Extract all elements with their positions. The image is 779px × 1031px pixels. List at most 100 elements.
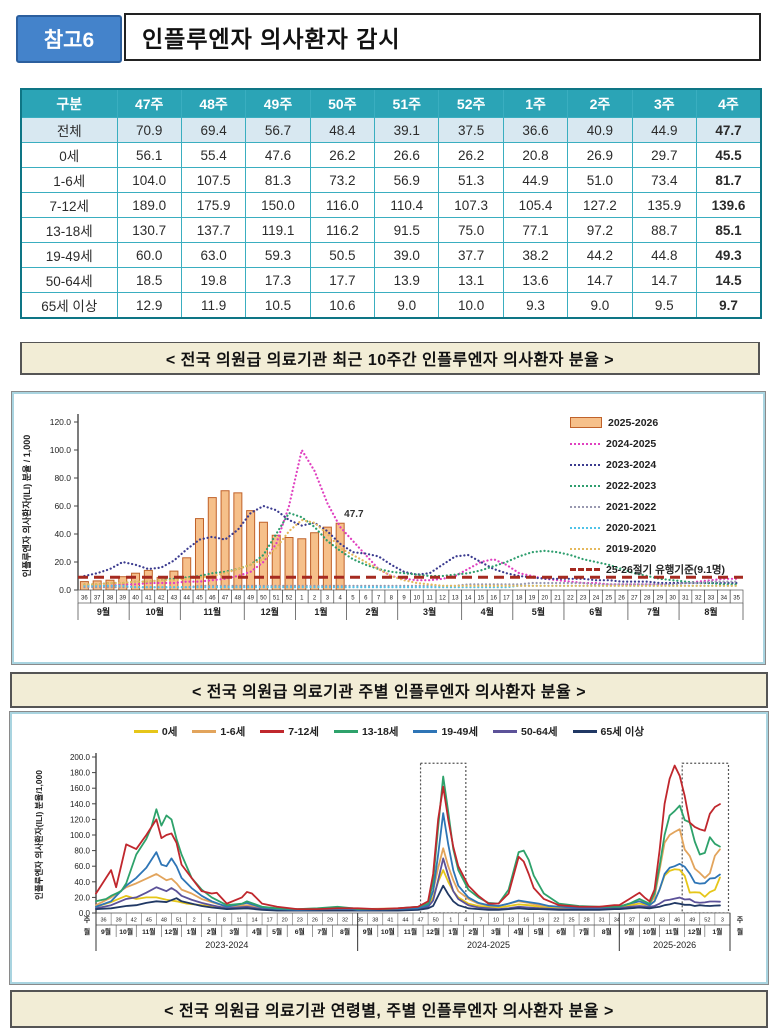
- month-label: 8월: [340, 927, 350, 936]
- month-label: 2월: [207, 927, 217, 936]
- week-label: 8: [223, 918, 226, 924]
- week-label: 48: [161, 918, 167, 924]
- table-cell: 45.5: [696, 142, 762, 168]
- table-cell: 40.9: [567, 117, 633, 143]
- week-label: 39: [119, 596, 126, 602]
- week-label: 43: [659, 918, 665, 924]
- week-label: 26: [312, 918, 318, 924]
- table-cell: 17.7: [309, 267, 376, 293]
- table-cell: 17.3: [245, 267, 311, 293]
- month-label: 11월: [142, 927, 155, 936]
- month-label: 4월: [481, 606, 494, 617]
- week-label: 17: [267, 918, 273, 924]
- week-label: 16: [490, 596, 497, 602]
- y-axis-label: 인플루엔자 의사환자(ILI) 분율/1,000: [34, 770, 44, 900]
- row-label: 전체: [20, 117, 118, 143]
- week-label: 25: [605, 596, 612, 602]
- table-cell: 49.3: [696, 242, 762, 268]
- line-50-64세: [95, 857, 721, 912]
- legend-label: 2019-2020: [606, 542, 657, 555]
- y-tick-label: 200.0: [70, 753, 91, 762]
- week-label: 4: [464, 918, 467, 924]
- table-cell: 91.5: [374, 217, 440, 243]
- week-label: 40: [644, 918, 650, 924]
- table-cell: 51.0: [567, 167, 633, 193]
- dotted-line-swatch: [570, 547, 600, 550]
- table-cell: 107.5: [180, 167, 247, 193]
- table-cell: 55.4: [180, 142, 247, 168]
- legend-entry: 25-26절기 유행기준(9.1명): [570, 559, 725, 580]
- legend-label: 0세: [161, 725, 178, 738]
- week-label: 36: [81, 596, 88, 602]
- week-label: 18: [516, 596, 523, 602]
- weekly-chart-caption: < 전국 의원급 의료기관 주별 인플루엔자 의사환자 분율 >: [10, 672, 768, 708]
- table-cell: 39.0: [374, 242, 440, 268]
- weekly-chart-legend: 2025-2026 2024-2025 2023-2024 2022-2023 2021…: [570, 412, 725, 580]
- week-label: 50: [260, 596, 267, 602]
- table-row: 50-64세 18.5 19.8 17.3 17.7 13.9 13.1 13.6 14.7 14…: [20, 267, 762, 293]
- month-label: 11월: [665, 927, 678, 936]
- y-tick-label: 40.0: [54, 529, 71, 539]
- table-cell: 56.7: [245, 117, 311, 143]
- y-tick-label: 20.0: [54, 557, 71, 567]
- legend-label: 7-12세: [288, 725, 319, 738]
- y-tick-label: 120.0: [50, 417, 72, 427]
- table-col-header: 49주: [245, 88, 311, 118]
- season-label: 2023-2024: [205, 940, 248, 950]
- line-swatch: [492, 729, 517, 733]
- table-col-header: 2주: [567, 88, 633, 118]
- table-col-header: 52주: [438, 88, 504, 118]
- table-cell: 60.0: [116, 242, 182, 268]
- table-cell: 137.7: [180, 217, 247, 243]
- page-title: 인플루엔자 의사환자 감시: [124, 13, 761, 61]
- month-label: 12월: [688, 927, 702, 936]
- table-col-header: 48주: [180, 88, 247, 118]
- table-cell: 36.6: [502, 117, 569, 143]
- legend-label: 19-49세: [441, 725, 478, 738]
- table-cell: 19.8: [180, 267, 247, 293]
- legend-entry: 2022-2023: [570, 475, 725, 496]
- month-label: 5월: [532, 606, 545, 617]
- legend-label: 13-18세: [361, 725, 399, 738]
- line-swatch: [572, 729, 597, 733]
- table-cell: 81.3: [245, 167, 311, 193]
- y-tick-label: 100.0: [50, 445, 72, 455]
- week-label: 12: [439, 596, 446, 602]
- week-label: 29: [657, 596, 664, 602]
- week-label: 14: [251, 918, 257, 924]
- table-cell: 20.8: [502, 142, 569, 168]
- table-cell: 139.6: [696, 192, 762, 218]
- y-tick-label: 60.0: [74, 862, 90, 871]
- dotted-line-swatch: [570, 505, 600, 508]
- legend-entry: 65세 이상: [572, 724, 644, 739]
- table-cell: 88.7: [631, 217, 698, 243]
- line-0세: [95, 868, 721, 911]
- table-cell: 130.7: [116, 217, 182, 243]
- table-cell: 13.1: [438, 267, 504, 293]
- legend-label: 2025-2026: [608, 416, 659, 429]
- week-label: 20: [282, 918, 288, 924]
- y-tick-label: 80.0: [74, 847, 90, 856]
- week-label: 15: [477, 596, 484, 602]
- week-label: 9: [402, 596, 406, 602]
- week-label: 41: [145, 596, 152, 602]
- legend-entry: 13-18세: [333, 724, 399, 739]
- week-label: 19: [529, 596, 536, 602]
- month-label: 9월: [363, 927, 373, 936]
- line-swatch: [333, 729, 358, 733]
- week-label: 52: [286, 596, 293, 602]
- age-chart-svg: 0.0 20.0 40.0 60.0 80.0 100.0 120.0 140.0 160.0 1…: [34, 753, 744, 951]
- week-label: 33: [708, 596, 715, 602]
- table-cell: 37.7: [438, 242, 504, 268]
- week-label: 23: [580, 596, 587, 602]
- line-swatch: [413, 729, 438, 733]
- month-label: 9월: [624, 927, 634, 936]
- bar-week-1: [297, 538, 307, 591]
- line-19-49세: [95, 812, 721, 911]
- dotted-line-swatch: [570, 526, 600, 529]
- week-label: 42: [131, 918, 137, 924]
- table-cell: 9.7: [696, 292, 762, 319]
- week-label: 10: [493, 918, 499, 924]
- y-tick-label: 140.0: [70, 800, 91, 809]
- table-head: 구분 47주 48주 49주 50주 51주 52주 1주 2주 3주 4주: [20, 88, 762, 118]
